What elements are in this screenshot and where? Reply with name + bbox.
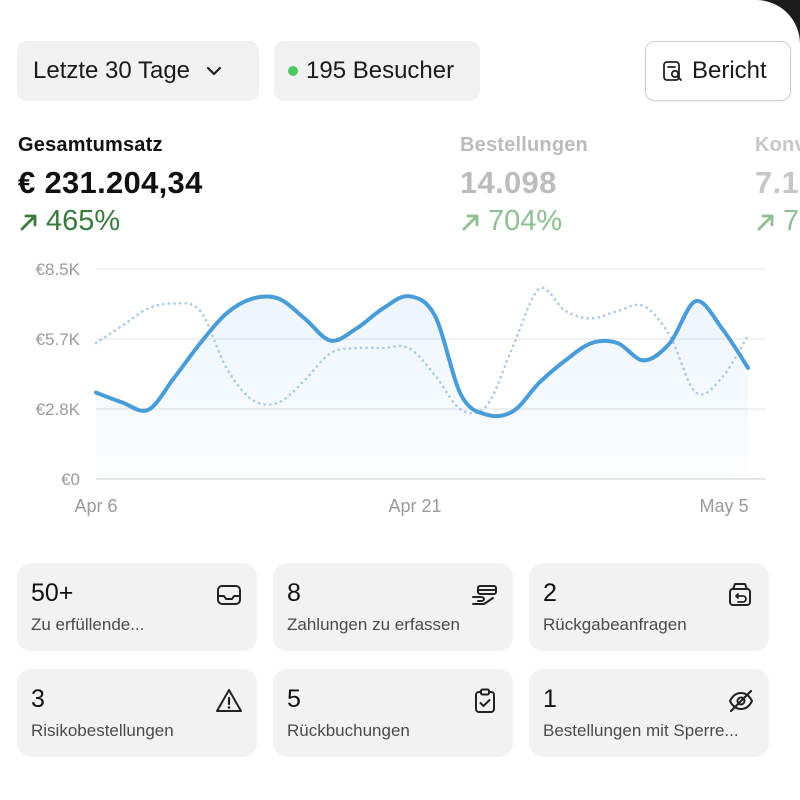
tile-label: Rückgabeanfragen bbox=[543, 615, 687, 634]
tile-return-requests[interactable]: 2 Rückgabeanfragen bbox=[529, 563, 769, 651]
warning-icon bbox=[216, 689, 242, 712]
tile-to-fulfill[interactable]: 50+ Zu erfüllende... bbox=[17, 563, 257, 651]
report-search-icon bbox=[662, 60, 684, 82]
metric-label: Konv bbox=[755, 134, 800, 156]
metric-label: Bestellungen bbox=[460, 134, 588, 156]
period-dropdown[interactable]: Letzte 30 Tage bbox=[17, 41, 259, 101]
series-line-comparison bbox=[94, 286, 750, 415]
metric-change: 465% bbox=[18, 205, 203, 238]
chevron-down-icon bbox=[204, 61, 224, 81]
visitors-label: 195 Besucher bbox=[306, 57, 455, 84]
inbox-icon bbox=[217, 585, 241, 605]
tile-label: Zu erfüllende... bbox=[31, 615, 145, 634]
metric-change-value: 465% bbox=[46, 205, 121, 237]
trend-up-icon bbox=[20, 214, 37, 230]
metric-value: € 231.204,34 bbox=[18, 165, 203, 200]
metric-label: Gesamtumsatz bbox=[18, 134, 163, 156]
tile-count: 2 bbox=[543, 579, 557, 607]
live-dot-icon bbox=[288, 66, 298, 76]
visitors-badge[interactable]: 195 Besucher bbox=[274, 41, 480, 101]
series-line-current bbox=[94, 294, 750, 419]
series-area-fill bbox=[96, 296, 748, 479]
tile-blocked-orders[interactable]: 1 Bestellungen mit Sperre... bbox=[529, 669, 769, 757]
metric-change: 704% bbox=[460, 205, 588, 238]
metric-value: 7.15 bbox=[755, 165, 800, 200]
tile-label: Rückbuchungen bbox=[287, 721, 410, 740]
x-tick-label: May 5 bbox=[699, 496, 748, 516]
x-tick-label: Apr 21 bbox=[388, 496, 441, 516]
y-tick-label: €2.8K bbox=[36, 400, 81, 419]
tile-count: 50+ bbox=[31, 579, 74, 607]
tile-count: 5 bbox=[287, 685, 301, 713]
y-tick-label: €8.5K bbox=[36, 260, 81, 279]
metric-value: 14.098 bbox=[460, 165, 557, 200]
tile-label: Risikobestellungen bbox=[31, 721, 174, 740]
tile-count: 8 bbox=[287, 579, 301, 607]
tile-label: Bestellungen mit Sperre... bbox=[543, 721, 739, 740]
metric-conversion[interactable]: Konv 7.15 7 bbox=[755, 134, 800, 238]
metric-change-value: 704% bbox=[488, 205, 563, 237]
return-box-icon bbox=[729, 583, 751, 606]
metric-orders[interactable]: Bestellungen 14.098 704% bbox=[460, 134, 588, 238]
report-button[interactable]: Bericht bbox=[645, 41, 791, 101]
tile-count: 1 bbox=[543, 685, 557, 713]
eye-off-icon bbox=[729, 689, 753, 713]
trend-up-icon bbox=[462, 214, 479, 230]
sales-chart[interactable]: €8.5K €5.7K €2.8K €0 Apr 6 Apr 21 May 5 bbox=[0, 250, 800, 530]
period-label: Letzte 30 Tage bbox=[33, 57, 191, 84]
tile-payments[interactable]: 8 Zahlungen zu erfassen bbox=[273, 563, 513, 651]
tile-count: 3 bbox=[31, 685, 45, 713]
y-tick-label: €0 bbox=[61, 470, 80, 489]
x-tick-label: Apr 6 bbox=[74, 496, 117, 516]
metric-change: 7 bbox=[755, 205, 800, 238]
hand-card-icon bbox=[472, 585, 497, 605]
clipboard-check-icon bbox=[475, 688, 495, 713]
y-tick-label: €5.7K bbox=[36, 330, 81, 349]
tile-chargebacks[interactable]: 5 Rückbuchungen bbox=[273, 669, 513, 757]
tile-label: Zahlungen zu erfassen bbox=[287, 615, 460, 634]
metric-change-value: 7 bbox=[783, 205, 800, 237]
report-label: Bericht bbox=[692, 57, 767, 84]
metric-total-sales[interactable]: Gesamtumsatz € 231.204,34 465% bbox=[18, 134, 203, 238]
trend-up-icon bbox=[757, 214, 774, 230]
tile-risk-orders[interactable]: 3 Risikobestellungen bbox=[17, 669, 257, 757]
